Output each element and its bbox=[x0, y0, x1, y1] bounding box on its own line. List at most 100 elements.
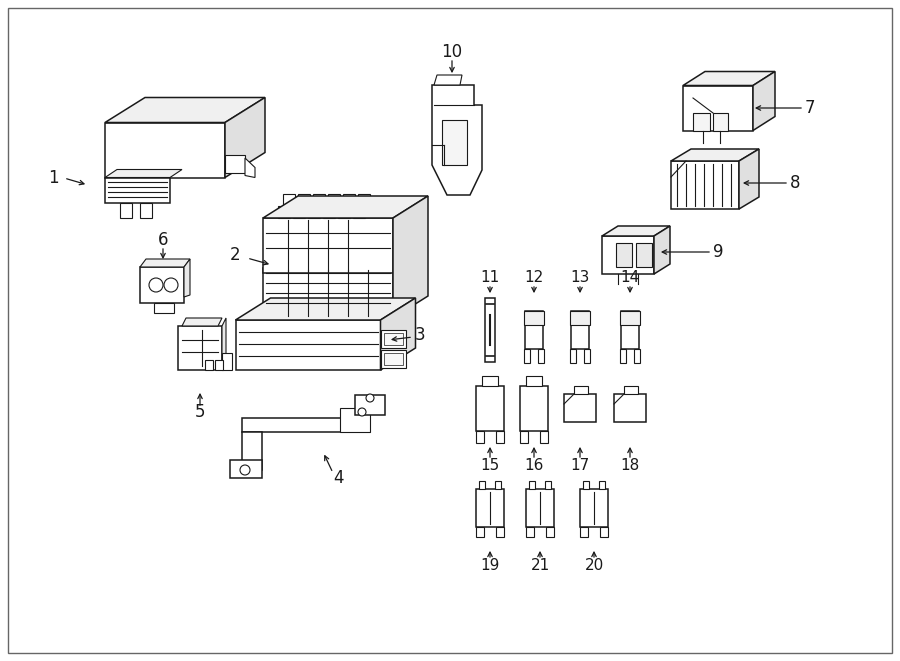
Polygon shape bbox=[616, 243, 632, 267]
Polygon shape bbox=[602, 226, 670, 236]
Polygon shape bbox=[182, 318, 222, 326]
Polygon shape bbox=[140, 259, 190, 267]
Polygon shape bbox=[713, 113, 728, 130]
Polygon shape bbox=[283, 194, 295, 206]
Polygon shape bbox=[583, 481, 589, 489]
Polygon shape bbox=[476, 527, 484, 537]
Text: 21: 21 bbox=[530, 559, 550, 574]
Circle shape bbox=[149, 278, 163, 292]
Polygon shape bbox=[584, 349, 590, 363]
Text: 6: 6 bbox=[158, 231, 168, 249]
Text: 14: 14 bbox=[620, 270, 640, 286]
Polygon shape bbox=[178, 326, 222, 370]
Polygon shape bbox=[242, 418, 370, 432]
Polygon shape bbox=[479, 481, 485, 489]
Polygon shape bbox=[614, 394, 646, 422]
Polygon shape bbox=[343, 194, 355, 206]
Polygon shape bbox=[393, 196, 428, 318]
Polygon shape bbox=[328, 194, 340, 206]
Polygon shape bbox=[599, 481, 605, 489]
Polygon shape bbox=[383, 333, 402, 345]
Polygon shape bbox=[154, 303, 174, 313]
Polygon shape bbox=[620, 349, 626, 363]
Polygon shape bbox=[739, 149, 759, 209]
Polygon shape bbox=[621, 311, 639, 349]
Text: 15: 15 bbox=[481, 459, 500, 473]
Polygon shape bbox=[313, 194, 325, 206]
Polygon shape bbox=[323, 206, 335, 218]
Circle shape bbox=[366, 394, 374, 402]
Polygon shape bbox=[683, 85, 753, 130]
Polygon shape bbox=[570, 311, 590, 325]
Text: 9: 9 bbox=[713, 243, 724, 261]
Polygon shape bbox=[540, 430, 548, 442]
Polygon shape bbox=[105, 98, 265, 122]
Polygon shape bbox=[383, 353, 402, 365]
Polygon shape bbox=[225, 155, 245, 173]
Polygon shape bbox=[105, 169, 182, 178]
Polygon shape bbox=[671, 149, 759, 161]
Polygon shape bbox=[340, 408, 370, 432]
Text: 3: 3 bbox=[415, 326, 426, 344]
Polygon shape bbox=[245, 158, 255, 178]
Polygon shape bbox=[263, 218, 393, 273]
Polygon shape bbox=[683, 71, 775, 85]
Polygon shape bbox=[105, 122, 225, 178]
Polygon shape bbox=[546, 527, 554, 537]
Polygon shape bbox=[654, 226, 670, 274]
Polygon shape bbox=[580, 527, 588, 537]
Text: 10: 10 bbox=[441, 43, 463, 61]
Polygon shape bbox=[671, 161, 739, 209]
Polygon shape bbox=[476, 385, 504, 430]
Polygon shape bbox=[263, 268, 393, 318]
Polygon shape bbox=[520, 430, 528, 442]
Polygon shape bbox=[636, 243, 652, 267]
Polygon shape bbox=[571, 311, 589, 349]
Polygon shape bbox=[442, 120, 467, 165]
Polygon shape bbox=[140, 202, 152, 217]
Polygon shape bbox=[358, 194, 370, 206]
Polygon shape bbox=[434, 75, 462, 85]
Polygon shape bbox=[355, 395, 385, 415]
Polygon shape bbox=[105, 178, 170, 202]
Polygon shape bbox=[381, 350, 406, 368]
Polygon shape bbox=[236, 320, 381, 370]
Text: 8: 8 bbox=[790, 174, 800, 192]
Polygon shape bbox=[574, 386, 588, 394]
Polygon shape bbox=[381, 298, 416, 370]
Polygon shape bbox=[236, 298, 416, 320]
Text: 4: 4 bbox=[333, 469, 343, 487]
Polygon shape bbox=[432, 85, 482, 195]
Polygon shape bbox=[570, 349, 576, 363]
Polygon shape bbox=[564, 394, 596, 422]
Polygon shape bbox=[496, 430, 504, 442]
Polygon shape bbox=[381, 330, 406, 348]
Polygon shape bbox=[184, 259, 190, 297]
Text: 18: 18 bbox=[620, 459, 640, 473]
Polygon shape bbox=[308, 206, 320, 218]
Polygon shape bbox=[538, 349, 544, 363]
Text: 16: 16 bbox=[525, 459, 544, 473]
Polygon shape bbox=[476, 489, 504, 527]
Text: 19: 19 bbox=[481, 559, 500, 574]
Text: 2: 2 bbox=[230, 246, 240, 264]
Polygon shape bbox=[526, 527, 534, 537]
Circle shape bbox=[240, 465, 250, 475]
Polygon shape bbox=[140, 267, 184, 303]
Text: 13: 13 bbox=[571, 270, 590, 286]
Polygon shape bbox=[602, 236, 654, 274]
Text: 17: 17 bbox=[571, 459, 590, 473]
Polygon shape bbox=[520, 385, 548, 430]
Polygon shape bbox=[225, 98, 265, 178]
Polygon shape bbox=[496, 527, 504, 537]
Polygon shape bbox=[529, 481, 535, 489]
Circle shape bbox=[164, 278, 178, 292]
Polygon shape bbox=[753, 71, 775, 130]
Polygon shape bbox=[278, 206, 290, 218]
Text: 12: 12 bbox=[525, 270, 544, 286]
Polygon shape bbox=[485, 298, 495, 362]
Text: 1: 1 bbox=[48, 169, 58, 187]
Text: 20: 20 bbox=[584, 559, 604, 574]
Polygon shape bbox=[524, 349, 530, 363]
Polygon shape bbox=[222, 318, 226, 366]
